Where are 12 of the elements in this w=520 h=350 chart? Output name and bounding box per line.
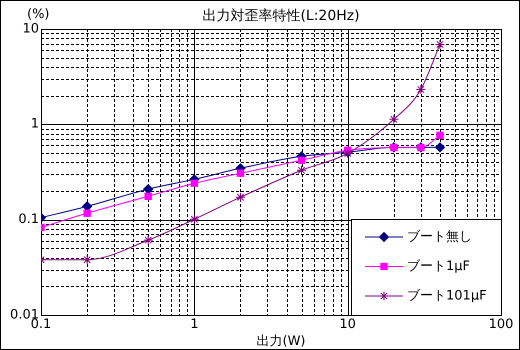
x-axis-title: 出力(W) — [256, 334, 306, 349]
y-tick-label: 10 — [22, 21, 39, 36]
x-tick-label: 10 — [339, 317, 356, 332]
legend-label: ブート101μF — [407, 288, 487, 304]
legend-label: ブート1μF — [407, 258, 470, 274]
y-tick-label: 1 — [30, 116, 39, 132]
x-tick-label: 1 — [190, 317, 198, 332]
y-tick-label: 0.1 — [18, 212, 39, 228]
x-tick-label: 100 — [488, 317, 514, 332]
chart-title: 出力対歪率特性(L:20Hz) — [202, 8, 360, 24]
legend-label: ブート無し — [407, 229, 472, 244]
y-axis-title: (%) — [27, 7, 50, 22]
